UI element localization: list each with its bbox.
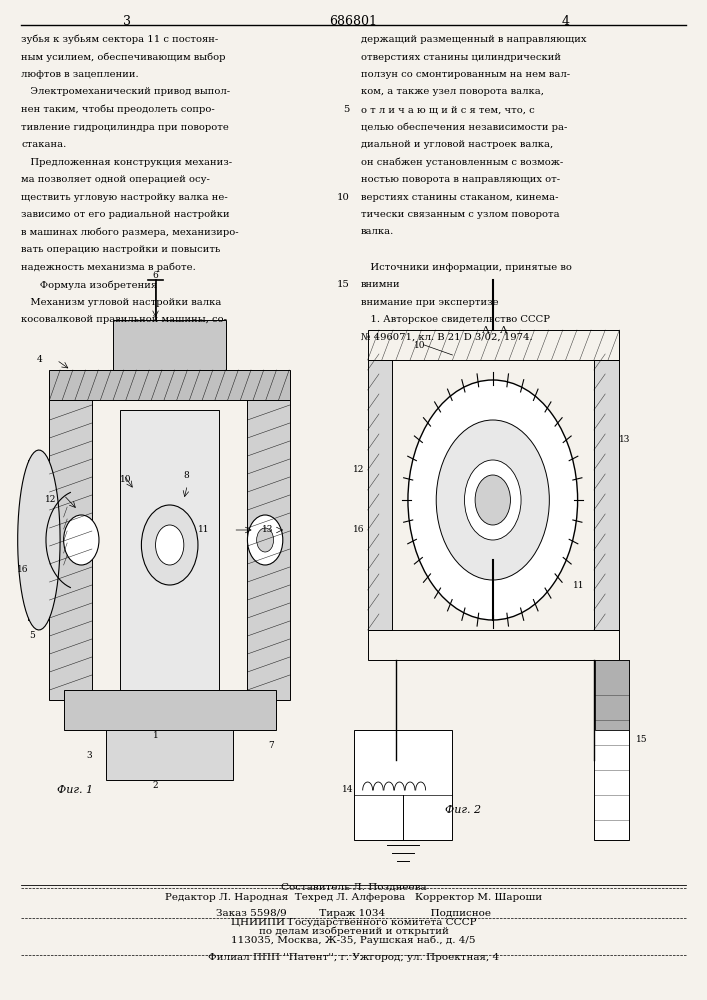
Circle shape — [64, 515, 99, 565]
Text: Электромеханический привод выпол-: Электромеханический привод выпол- — [21, 88, 230, 97]
Text: косовалковой правильной машины, со-: косовалковой правильной машины, со- — [21, 315, 227, 324]
Text: валка.: валка. — [361, 228, 394, 236]
Polygon shape — [106, 730, 233, 780]
Text: 12: 12 — [45, 495, 57, 504]
Polygon shape — [64, 690, 276, 730]
Polygon shape — [28, 460, 49, 620]
Text: ным усилием, обеспечивающим выбор: ным усилием, обеспечивающим выбор — [21, 52, 226, 62]
Text: 15: 15 — [337, 280, 350, 289]
Text: 14: 14 — [342, 786, 354, 794]
Polygon shape — [368, 360, 392, 630]
Circle shape — [408, 380, 578, 620]
Text: ществить угловую настройку валка не-: ществить угловую настройку валка не- — [21, 193, 228, 202]
Text: он снабжен установленным с возмож-: он снабжен установленным с возмож- — [361, 158, 563, 167]
Text: 4: 4 — [561, 15, 570, 28]
Text: Фиг. 1: Фиг. 1 — [57, 785, 93, 795]
Text: тически связанным с узлом поворота: тически связанным с узлом поворота — [361, 210, 559, 219]
Circle shape — [464, 460, 521, 540]
Circle shape — [257, 528, 274, 552]
Text: люфтов в зацеплении.: люфтов в зацеплении. — [21, 70, 139, 79]
Text: 16: 16 — [353, 526, 364, 534]
Text: 8: 8 — [184, 471, 189, 480]
Text: в машинах любого размера, механизиро-: в машинах любого размера, механизиро- — [21, 228, 239, 237]
Polygon shape — [113, 320, 226, 370]
Text: Составитель Л. Позднеева: Составитель Л. Позднеева — [281, 883, 426, 892]
Text: 13: 13 — [262, 526, 273, 534]
Text: 3: 3 — [123, 15, 132, 28]
Text: Фиг. 2: Фиг. 2 — [445, 805, 481, 815]
Text: 2: 2 — [153, 780, 158, 790]
Circle shape — [436, 420, 549, 580]
Text: 4: 4 — [37, 356, 42, 364]
Text: Филиал ППП ''Патент'', г. Ужгород, ул. Проектная, 4: Филиал ППП ''Патент'', г. Ужгород, ул. П… — [208, 953, 499, 962]
Text: о т л и ч а ю щ и й с я тем, что, с: о т л и ч а ю щ и й с я тем, что, с — [361, 105, 534, 114]
Text: нен таким, чтобы преодолеть сопро-: нен таким, чтобы преодолеть сопро- — [21, 105, 215, 114]
Text: ма позволяет одной операцией осу-: ма позволяет одной операцией осу- — [21, 175, 210, 184]
Text: держащий размещенный в направляющих: держащий размещенный в направляющих — [361, 35, 586, 44]
Text: зависимо от его радиальной настройки: зависимо от его радиальной настройки — [21, 210, 230, 219]
Text: 10: 10 — [414, 340, 425, 350]
Polygon shape — [594, 360, 619, 630]
Text: по делам изобретений и открытий: по делам изобретений и открытий — [259, 926, 448, 936]
Text: 16: 16 — [17, 566, 28, 574]
Text: 686801: 686801 — [329, 15, 378, 28]
Circle shape — [156, 525, 184, 565]
Text: 6: 6 — [153, 270, 158, 279]
Text: № 496071, кл. В 21 D 3/02, 1974.: № 496071, кл. В 21 D 3/02, 1974. — [361, 332, 532, 342]
Text: надежность механизма в работе.: надежность механизма в работе. — [21, 263, 196, 272]
Text: Предложенная конструкция механиз-: Предложенная конструкция механиз- — [21, 158, 233, 167]
Text: ком, а также узел поворота валка,: ком, а также узел поворота валка, — [361, 88, 544, 97]
Text: 1. Авторское свидетельство СССР: 1. Авторское свидетельство СССР — [361, 315, 549, 324]
Text: Механизм угловой настройки валка: Механизм угловой настройки валка — [21, 298, 221, 307]
Text: 113035, Москва, Ж-35, Раушская наб., д. 4/5: 113035, Москва, Ж-35, Раушская наб., д. … — [231, 936, 476, 945]
Text: ЦНИИПИ Государственного комитета СССР: ЦНИИПИ Государственного комитета СССР — [230, 918, 477, 927]
Text: 10: 10 — [337, 193, 350, 202]
Text: 5: 5 — [30, 631, 35, 640]
Polygon shape — [49, 370, 290, 400]
Polygon shape — [49, 400, 92, 700]
Circle shape — [475, 475, 510, 525]
Text: ностью поворота в направляющих от-: ностью поворота в направляющих от- — [361, 175, 560, 184]
Text: Заказ 5598/9          Тираж 1034              Подписное: Заказ 5598/9 Тираж 1034 Подписное — [216, 909, 491, 918]
Text: 15: 15 — [636, 736, 648, 744]
Text: А - А: А - А — [482, 326, 508, 335]
Text: 1: 1 — [153, 730, 158, 740]
Text: ползун со смонтированным на нем вал-: ползун со смонтированным на нем вал- — [361, 70, 570, 79]
Text: 13: 13 — [619, 436, 630, 444]
Text: Источники информации, принятые во: Источники информации, принятые во — [361, 263, 571, 272]
Polygon shape — [18, 450, 60, 630]
Polygon shape — [594, 660, 629, 840]
Text: 3: 3 — [86, 750, 92, 760]
Text: вать операцию настройки и повысить: вать операцию настройки и повысить — [21, 245, 221, 254]
Text: 11: 11 — [573, 580, 584, 589]
Text: внимание при экспертизе: внимание при экспертизе — [361, 298, 498, 307]
Text: диальной и угловой настроек валка,: диальной и угловой настроек валка, — [361, 140, 553, 149]
Text: 12: 12 — [353, 466, 364, 475]
Text: Формула изобретения: Формула изобретения — [21, 280, 158, 290]
Text: 10: 10 — [120, 476, 132, 485]
Text: 11: 11 — [198, 526, 209, 534]
Text: верстиях станины стаканом, кинема-: верстиях станины стаканом, кинема- — [361, 193, 558, 202]
Text: целью обеспечения независимости ра-: целью обеспечения независимости ра- — [361, 122, 567, 132]
Circle shape — [141, 505, 198, 585]
Text: Редактор Л. Народная  Техред Л. Алферова   Корректор М. Шароши: Редактор Л. Народная Техред Л. Алферова … — [165, 893, 542, 902]
Text: отверстиях станины цилиндрический: отверстиях станины цилиндрический — [361, 52, 561, 62]
Polygon shape — [247, 400, 290, 700]
Polygon shape — [595, 660, 629, 730]
Text: зубья к зубьям сектора 11 с постоян-: зубья к зубьям сектора 11 с постоян- — [21, 35, 218, 44]
Text: стакана.: стакана. — [21, 140, 66, 149]
Polygon shape — [354, 730, 452, 840]
Circle shape — [247, 515, 283, 565]
Text: тивление гидроцилиндра при повороте: тивление гидроцилиндра при повороте — [21, 122, 229, 131]
Text: внимни: внимни — [361, 280, 400, 289]
Text: 7: 7 — [269, 740, 274, 750]
Text: 5: 5 — [344, 105, 350, 114]
Polygon shape — [120, 410, 219, 690]
